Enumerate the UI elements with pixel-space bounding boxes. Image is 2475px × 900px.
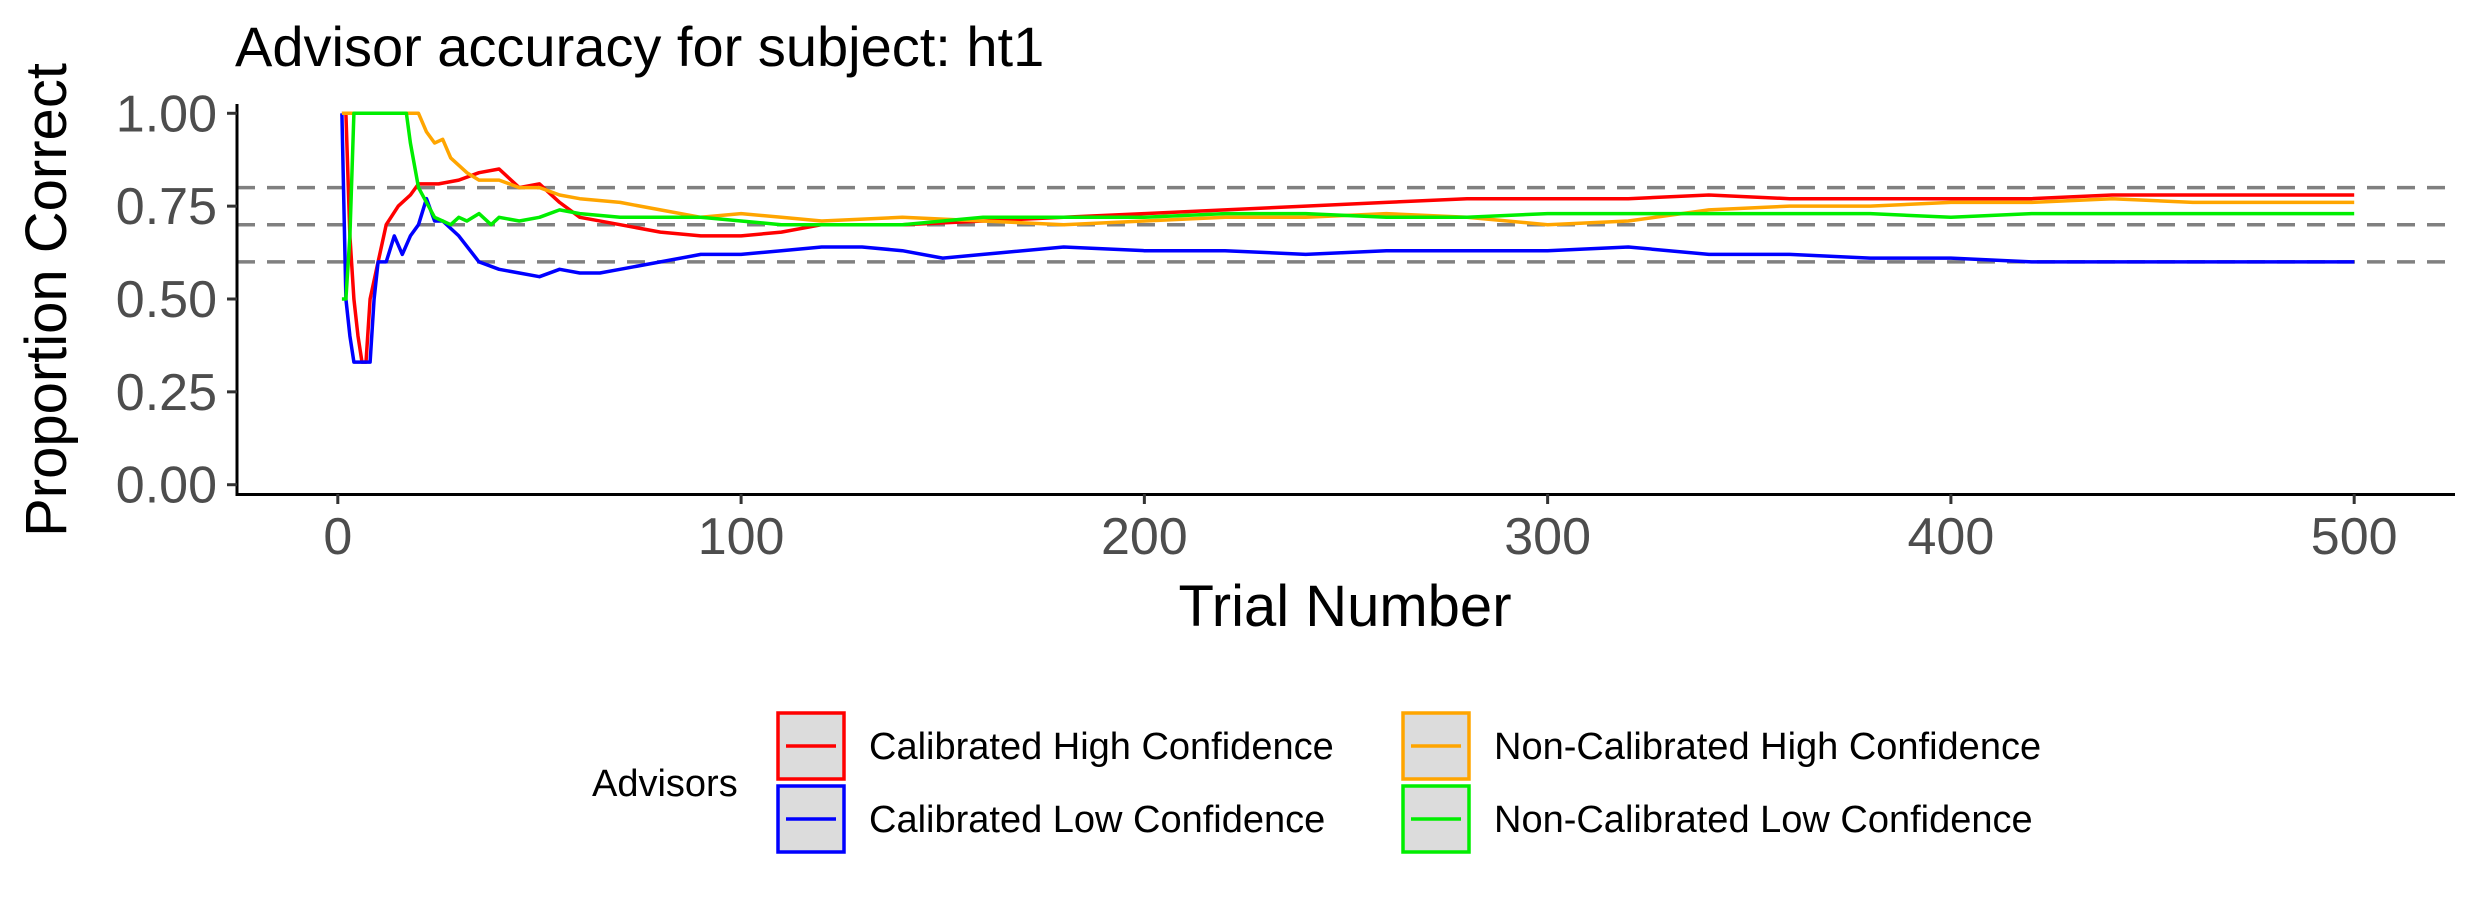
series-line xyxy=(340,113,2355,364)
y-tick-label: 1.00 xyxy=(116,85,217,143)
reference-lines xyxy=(237,185,2455,264)
legend-title: Advisors xyxy=(592,763,738,805)
x-tick-label: 300 xyxy=(1504,508,1591,566)
series-line xyxy=(341,111,2355,301)
x-tick-label: 200 xyxy=(1101,508,1188,566)
axes xyxy=(235,104,2455,496)
series-line xyxy=(341,111,2355,364)
legend-label: Calibrated Low Confidence xyxy=(869,799,1325,841)
legend: Advisors Calibrated High Confidence Calib… xyxy=(592,711,2041,854)
y-tick-label: 0.50 xyxy=(116,271,217,329)
chart-title: Advisor accuracy for subject: ht1 xyxy=(235,15,1044,78)
legend-label: Calibrated High Confidence xyxy=(869,726,1334,768)
legend-label: Non-Calibrated High Confidence xyxy=(1494,726,2041,768)
legend-key xyxy=(776,711,846,781)
y-tick-label: 0.00 xyxy=(116,457,217,515)
x-tick-label: 100 xyxy=(698,508,785,566)
legend-key xyxy=(776,784,846,854)
x-tick-label: 400 xyxy=(1908,508,1995,566)
x-tick-label: 500 xyxy=(2311,508,2398,566)
y-axis-title: Proportion Correct xyxy=(14,63,79,537)
x-axis-title: Trial Number xyxy=(1178,574,1511,639)
series-line xyxy=(341,111,2355,227)
legend-key xyxy=(1401,711,1471,781)
x-tick-label: 0 xyxy=(323,508,352,566)
y-tick-label: 0.75 xyxy=(116,178,217,236)
legend-key xyxy=(1401,784,1471,854)
y-ticks: 0.00 0.25 0.50 0.75 1.00 xyxy=(116,85,237,515)
legend-label: Non-Calibrated Low Confidence xyxy=(1494,799,2033,841)
series-layer xyxy=(340,111,2355,364)
y-tick-label: 0.25 xyxy=(116,364,217,422)
x-ticks: 0 100 200 300 400 500 xyxy=(323,494,2398,566)
